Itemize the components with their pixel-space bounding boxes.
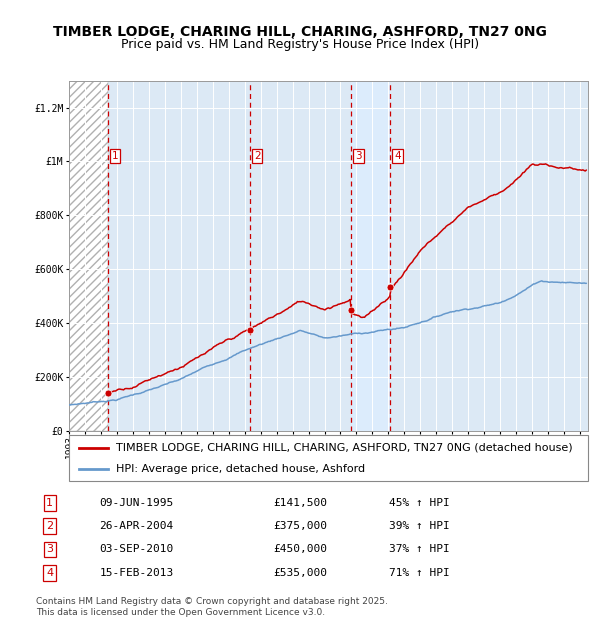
Text: 71% ↑ HPI: 71% ↑ HPI: [389, 568, 450, 578]
Text: 09-JUN-1995: 09-JUN-1995: [100, 498, 174, 508]
Text: 2: 2: [254, 151, 260, 161]
Text: 03-SEP-2010: 03-SEP-2010: [100, 544, 174, 554]
Text: 37% ↑ HPI: 37% ↑ HPI: [389, 544, 450, 554]
Text: £450,000: £450,000: [274, 544, 328, 554]
Text: 1: 1: [46, 498, 53, 508]
Text: Contains HM Land Registry data © Crown copyright and database right 2025.
This d: Contains HM Land Registry data © Crown c…: [36, 598, 388, 617]
Text: HPI: Average price, detached house, Ashford: HPI: Average price, detached house, Ashf…: [116, 464, 365, 474]
Text: 45% ↑ HPI: 45% ↑ HPI: [389, 498, 450, 508]
Bar: [351, 81, 391, 431]
Text: 4: 4: [394, 151, 401, 161]
Bar: [69, 81, 108, 431]
Text: TIMBER LODGE, CHARING HILL, CHARING, ASHFORD, TN27 0NG (detached house): TIMBER LODGE, CHARING HILL, CHARING, ASH…: [116, 443, 572, 453]
Text: £535,000: £535,000: [274, 568, 328, 578]
Text: 15-FEB-2013: 15-FEB-2013: [100, 568, 174, 578]
Text: 3: 3: [46, 544, 53, 554]
Text: TIMBER LODGE, CHARING HILL, CHARING, ASHFORD, TN27 0NG: TIMBER LODGE, CHARING HILL, CHARING, ASH…: [53, 25, 547, 39]
Text: £141,500: £141,500: [274, 498, 328, 508]
Text: 2: 2: [46, 521, 53, 531]
Text: 3: 3: [355, 151, 362, 161]
Text: £375,000: £375,000: [274, 521, 328, 531]
FancyBboxPatch shape: [69, 435, 588, 480]
Text: 39% ↑ HPI: 39% ↑ HPI: [389, 521, 450, 531]
Text: Price paid vs. HM Land Registry's House Price Index (HPI): Price paid vs. HM Land Registry's House …: [121, 38, 479, 51]
Text: 1: 1: [112, 151, 119, 161]
Text: 4: 4: [46, 568, 53, 578]
Text: 26-APR-2004: 26-APR-2004: [100, 521, 174, 531]
